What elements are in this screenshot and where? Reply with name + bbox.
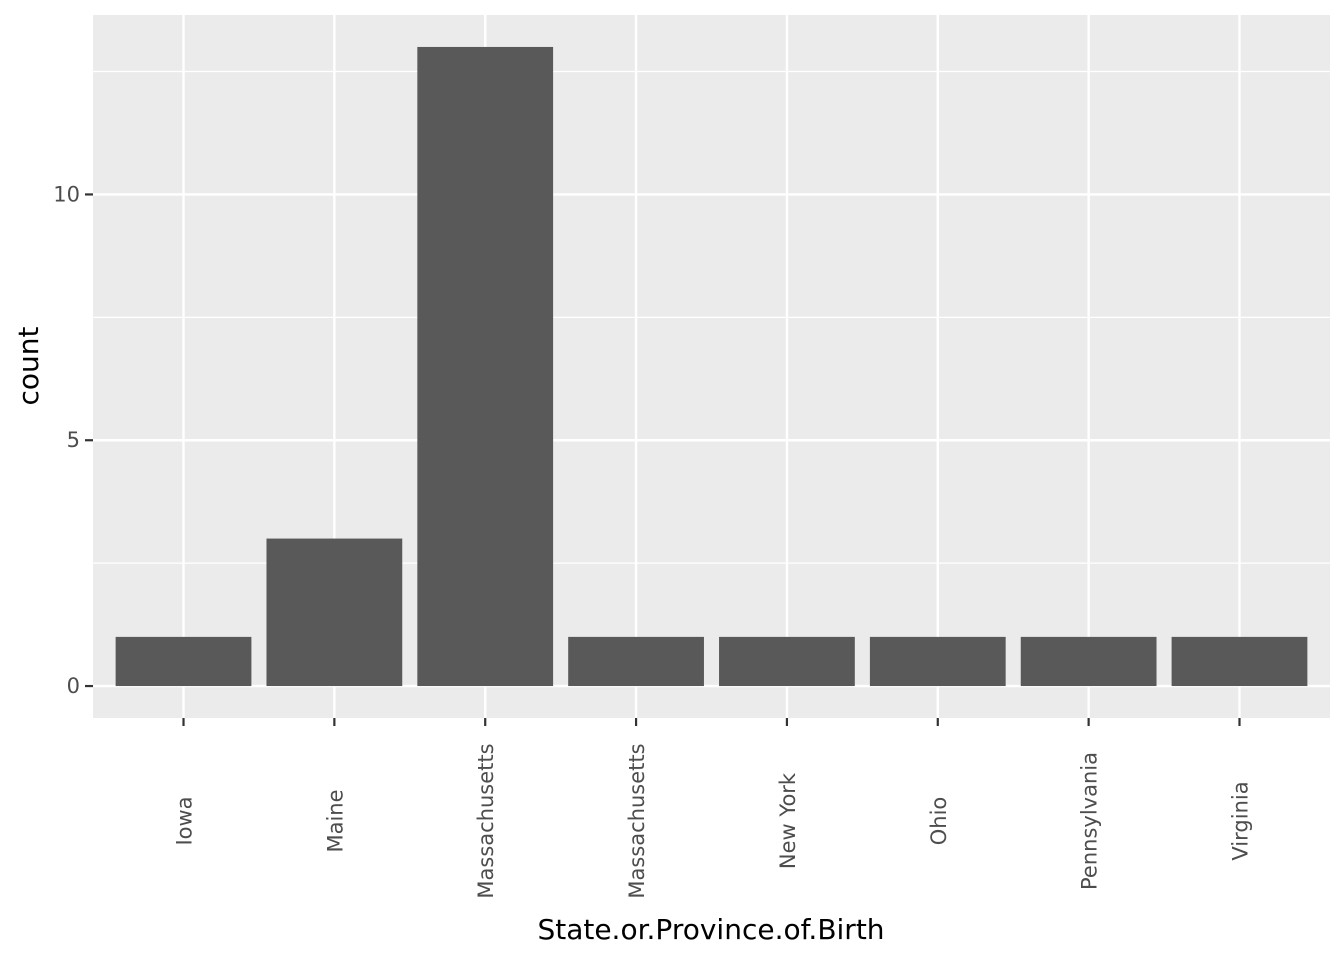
x-tick-label: Massachusetts <box>625 743 649 898</box>
bar <box>719 636 855 687</box>
x-tick-label: Maine <box>323 789 347 852</box>
x-tick-label: Virginia <box>1228 781 1252 860</box>
y-axis-title: count <box>12 326 45 405</box>
bar <box>1171 636 1308 687</box>
bar <box>115 636 252 687</box>
bar <box>869 636 1006 687</box>
bars <box>115 46 1308 687</box>
x-tick-label: Pennsylvania <box>1078 752 1102 890</box>
x-tick-label: Iowa <box>173 796 197 845</box>
bar <box>266 538 403 687</box>
y-axis: 0 5 10 <box>53 182 93 698</box>
y-tick-label: 10 <box>53 182 80 206</box>
x-axis-title: State.or.Province.of.Birth <box>537 913 884 946</box>
bar <box>1020 636 1157 687</box>
x-tick-label: Ohio <box>927 797 951 846</box>
bar <box>417 46 554 687</box>
x-axis: Iowa Maine Massachusetts Massachusetts New … <box>173 718 1252 899</box>
x-tick-label: New York <box>776 772 800 869</box>
y-tick-label: 0 <box>67 674 80 698</box>
y-tick-label: 5 <box>67 428 80 452</box>
bar <box>568 636 704 687</box>
x-tick-label: Massachusetts <box>474 743 498 898</box>
